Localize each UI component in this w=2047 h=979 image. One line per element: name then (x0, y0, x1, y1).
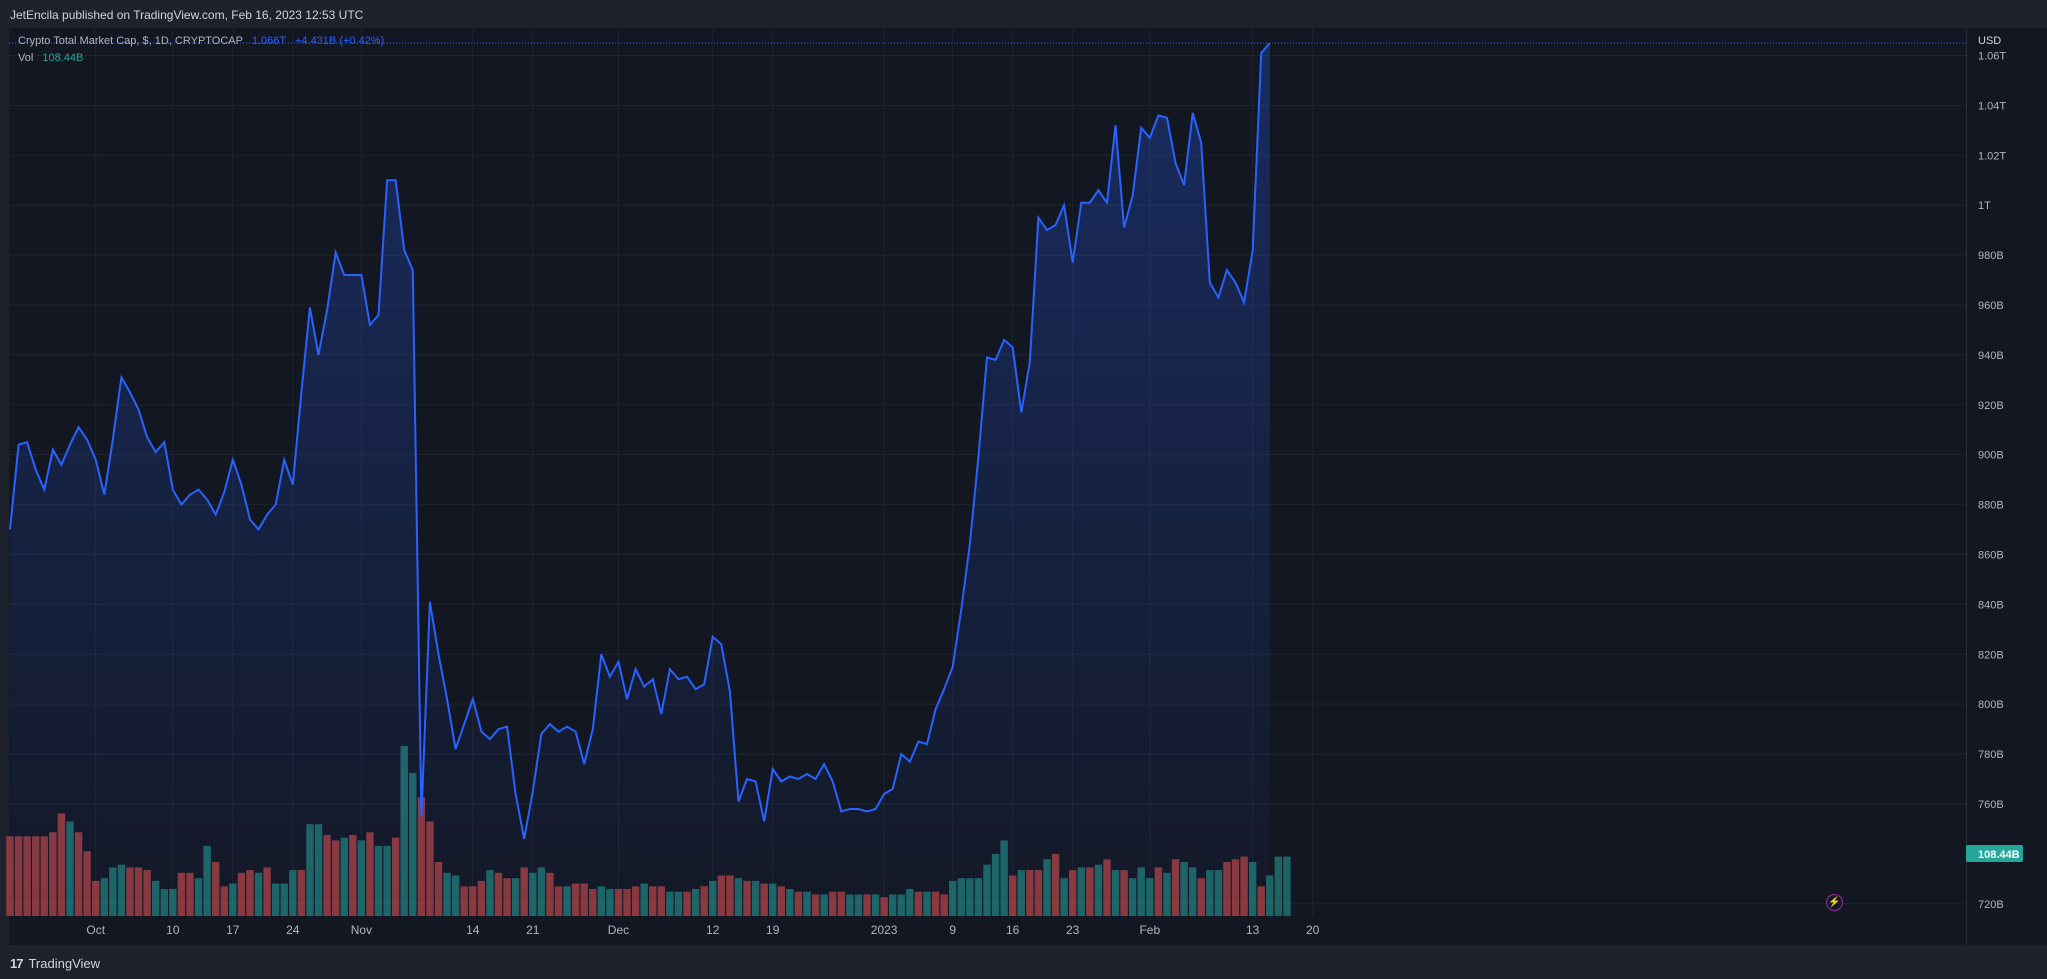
flash-icon[interactable]: ⚡ (1826, 894, 1843, 911)
x-tick-label: 2023 (871, 923, 898, 937)
vol-value: 108.44B (42, 52, 84, 64)
brand[interactable]: 17 TradingView (10, 956, 100, 971)
x-tick-label: Nov (351, 923, 372, 937)
y-tick-label: 720B (1978, 899, 2004, 911)
y-tick-label: 820B (1978, 649, 2004, 661)
y-tick-label: 860B (1978, 549, 2004, 561)
brand-name: TradingView (28, 956, 101, 971)
y-tick-label: 840B (1978, 599, 2004, 611)
publisher-line: JetEncila published on TradingView.com, … (10, 8, 364, 22)
x-axis-ticks: Oct 10 17 24 Nov 14 21 Dec 12 19 2023 9 16 23 Feb 13 20 (86, 923, 1319, 937)
y-tick-label: 900B (1978, 450, 2004, 462)
symbol-legend[interactable]: Crypto Total Market Cap, $, 1D, CRYPTOCA… (18, 35, 384, 47)
y-tick-label: 1.06T (1978, 50, 2006, 62)
tradingview-logo-icon: 17 (10, 956, 24, 971)
volume-legend[interactable]: Vol 108.44B (18, 52, 83, 64)
y-tick-label: 1.04T (1978, 100, 2006, 112)
y-tick-label: 1.02T (1978, 150, 2006, 162)
footer-bar (0, 945, 2047, 979)
price-axis[interactable] (1966, 28, 2047, 945)
y-tick-label: 760B (1978, 799, 2004, 811)
y-tick-label: 960B (1978, 300, 2004, 312)
x-tick-label: Oct (86, 923, 105, 937)
currency-label: USD (1978, 35, 2001, 47)
x-tick-label: 20 (1306, 923, 1320, 937)
x-tick-label: Dec (608, 923, 629, 937)
y-tick-label: 920B (1978, 400, 2004, 412)
x-tick-label: 24 (286, 923, 300, 937)
last-value: 1.066T (251, 35, 286, 47)
y-tick-label: 980B (1978, 250, 2004, 262)
x-tick-label: 10 (166, 923, 180, 937)
volume-badge: 108.44B (1978, 849, 2020, 861)
change-value: +4.431B (+0.42%) (294, 35, 385, 47)
y-tick-label: 940B (1978, 350, 2004, 362)
y-tick-label: 780B (1978, 749, 2004, 761)
x-tick-label: 19 (766, 923, 780, 937)
price-area (10, 43, 1270, 916)
price-line (9, 42, 1271, 840)
x-tick-label: 17 (226, 923, 240, 937)
volume-badge-bg (1966, 845, 2023, 862)
x-tick-label: 23 (1066, 923, 1080, 937)
volume-bar (1274, 856, 1283, 916)
x-tick-label: 12 (706, 923, 720, 937)
y-axis-ticks: 1.06T 1.04T 1.02T 1T 980B 960B 940B 920B 900B 880… (1978, 50, 2006, 910)
x-tick-label: 13 (1246, 923, 1260, 937)
x-tick-label: 9 (949, 923, 956, 937)
x-tick-label: 16 (1006, 923, 1020, 937)
volume-bar (1283, 856, 1291, 916)
x-tick-label: 21 (526, 923, 540, 937)
x-tick-label: 14 (466, 923, 480, 937)
y-tick-label: 880B (1978, 500, 2004, 512)
y-tick-label: 800B (1978, 699, 2004, 711)
y-tick-label: 1T (1978, 200, 1991, 212)
vol-label: Vol (18, 52, 34, 64)
symbol-name: Crypto Total Market Cap, $, 1D, CRYPTOCA… (18, 35, 243, 47)
header-bar: JetEncila published on TradingView.com, … (0, 0, 2047, 28)
x-tick-label: Feb (1139, 923, 1160, 937)
